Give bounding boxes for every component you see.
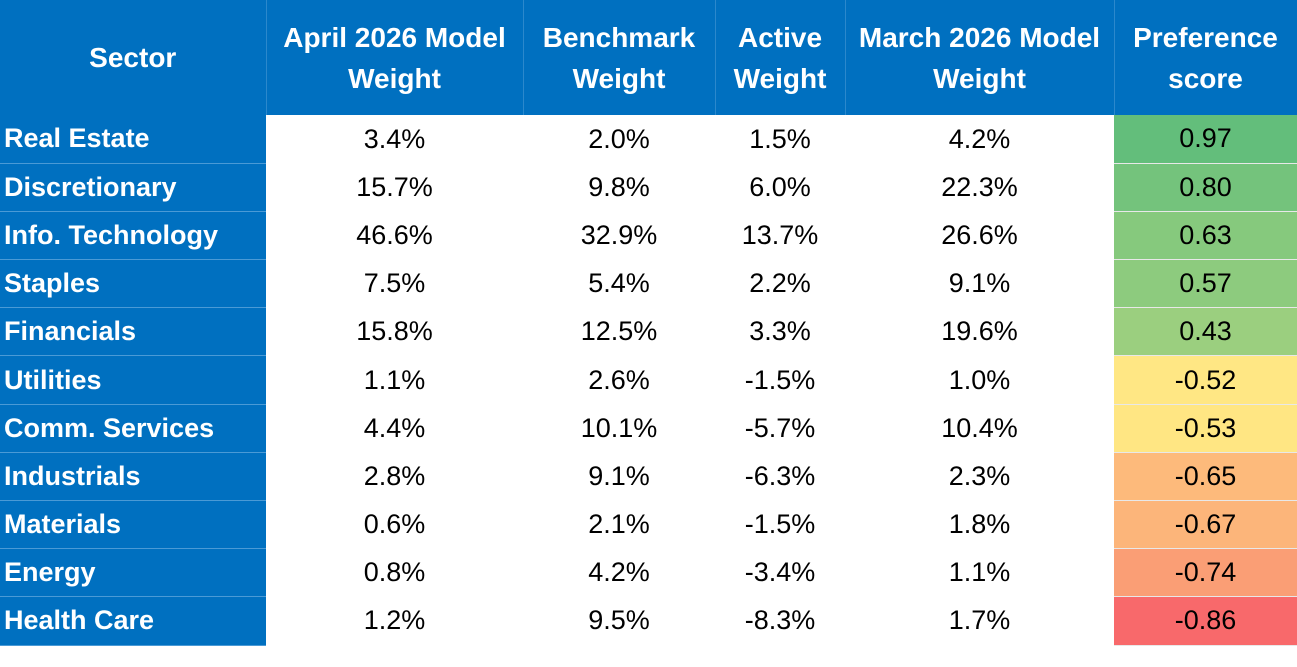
value-cell: 1.1% <box>948 557 1011 588</box>
sector-cell: Energy <box>0 548 266 598</box>
value-cell: -1.5% <box>744 509 816 540</box>
score-cell: -0.53 <box>1114 404 1297 453</box>
value-cell: -5.7% <box>744 412 816 443</box>
value-cell: 1.5% <box>749 123 811 154</box>
value-cell: 3.3% <box>749 316 811 347</box>
score-cell: 0.57 <box>1114 259 1297 309</box>
table-row: Staples 7.5% 5.4% 2.2% 9.1% 0.57 <box>0 259 1297 309</box>
sector-cell: Real Estate <box>0 115 266 164</box>
column-header: Sector <box>0 0 267 115</box>
sector-table: Sector April 2026 Model Weight Benchmark W… <box>0 0 1297 646</box>
value-cell: 22.3% <box>941 171 1018 202</box>
value-cell: 9.5% <box>588 605 650 636</box>
value-cell: 0.8% <box>363 557 426 588</box>
column-header: Benchmark Weight <box>523 0 716 115</box>
header-row: Sector April 2026 Model Weight Benchmark W… <box>0 0 1297 115</box>
score-cell: -0.67 <box>1114 500 1297 550</box>
score-cell: 0.43 <box>1114 307 1297 357</box>
value-cell: 10.1% <box>580 412 658 443</box>
score-cell: 0.97 <box>1114 115 1297 164</box>
value-cell: 9.1% <box>588 460 650 491</box>
value-cell: 2.3% <box>948 460 1011 491</box>
sector-cell: Financials <box>0 307 266 357</box>
value-cell: 13.7% <box>741 219 819 250</box>
value-cell: 1.7% <box>948 605 1011 636</box>
table-body: Real Estate 3.4% 2.0% 1.5% 4.2% 0.97 Discretio… <box>0 115 1297 646</box>
value-cell: 1.1% <box>363 364 426 395</box>
value-cell: 6.0% <box>749 171 811 202</box>
value-cell: 2.6% <box>588 364 650 395</box>
score-cell: -0.65 <box>1114 452 1297 502</box>
value-cell: 7.5% <box>363 268 426 299</box>
value-cell: 46.6% <box>356 219 433 250</box>
value-cell: 19.6% <box>941 316 1018 347</box>
table-row: Real Estate 3.4% 2.0% 1.5% 4.2% 0.97 <box>0 115 1297 164</box>
value-cell: 12.5% <box>580 316 658 347</box>
table-row: Materials 0.6% 2.1% -1.5% 1.8% -0.67 <box>0 500 1297 550</box>
sector-cell: Utilities <box>0 355 266 405</box>
table-row: Info. Technology 46.6% 32.9% 13.7% 26.6% 0.63 <box>0 211 1297 261</box>
score-cell: -0.86 <box>1114 596 1297 646</box>
sector-cell: Discretionary <box>0 163 266 212</box>
value-cell: -6.3% <box>744 460 816 491</box>
value-cell: 0.6% <box>363 509 426 540</box>
value-cell: -3.4% <box>744 557 816 588</box>
value-cell: 10.4% <box>941 412 1018 443</box>
score-cell: -0.74 <box>1114 548 1297 598</box>
value-cell: 4.2% <box>948 123 1011 154</box>
score-cell: 0.80 <box>1114 163 1297 212</box>
column-header: April 2026 Model Weight <box>266 0 524 115</box>
sector-cell: Staples <box>0 259 266 309</box>
table-row: Energy 0.8% 4.2% -3.4% 1.1% -0.74 <box>0 548 1297 598</box>
value-cell: -8.3% <box>744 605 816 636</box>
value-cell: 1.0% <box>948 364 1011 395</box>
value-cell: 15.7% <box>356 171 433 202</box>
column-header: Active Weight <box>715 0 846 115</box>
column-header: March 2026 Model Weight <box>845 0 1115 115</box>
value-cell: 2.1% <box>588 509 650 540</box>
value-cell: 1.8% <box>948 509 1011 540</box>
value-cell: 4.4% <box>363 412 426 443</box>
table-row: Discretionary 15.7% 9.8% 6.0% 22.3% 0.80 <box>0 163 1297 212</box>
sector-cell: Info. Technology <box>0 211 266 261</box>
table-row: Comm. Services 4.4% 10.1% -5.7% 10.4% -0.53 <box>0 404 1297 453</box>
column-header: Preference score <box>1114 0 1297 115</box>
value-cell: 9.8% <box>588 171 650 202</box>
value-cell: -1.5% <box>744 364 816 395</box>
score-cell: 0.63 <box>1114 211 1297 261</box>
value-cell: 9.1% <box>948 268 1011 299</box>
table-row: Health Care 1.2% 9.5% -8.3% 1.7% -0.86 <box>0 596 1297 646</box>
value-cell: 5.4% <box>588 268 650 299</box>
value-cell: 1.2% <box>363 605 426 636</box>
sector-cell: Health Care <box>0 596 266 646</box>
value-cell: 32.9% <box>580 219 658 250</box>
sector-cell: Industrials <box>0 452 266 502</box>
value-cell: 2.0% <box>588 123 650 154</box>
value-cell: 4.2% <box>588 557 650 588</box>
value-cell: 3.4% <box>363 123 426 154</box>
value-cell: 2.2% <box>749 268 811 299</box>
value-cell: 26.6% <box>941 219 1018 250</box>
sector-cell: Comm. Services <box>0 404 266 453</box>
sector-cell: Materials <box>0 500 266 550</box>
value-cell: 2.8% <box>363 460 426 491</box>
table-row: Industrials 2.8% 9.1% -6.3% 2.3% -0.65 <box>0 452 1297 502</box>
table-row: Utilities 1.1% 2.6% -1.5% 1.0% -0.52 <box>0 355 1297 405</box>
table-row: Financials 15.8% 12.5% 3.3% 19.6% 0.43 <box>0 307 1297 357</box>
score-cell: -0.52 <box>1114 355 1297 405</box>
value-cell: 15.8% <box>356 316 433 347</box>
